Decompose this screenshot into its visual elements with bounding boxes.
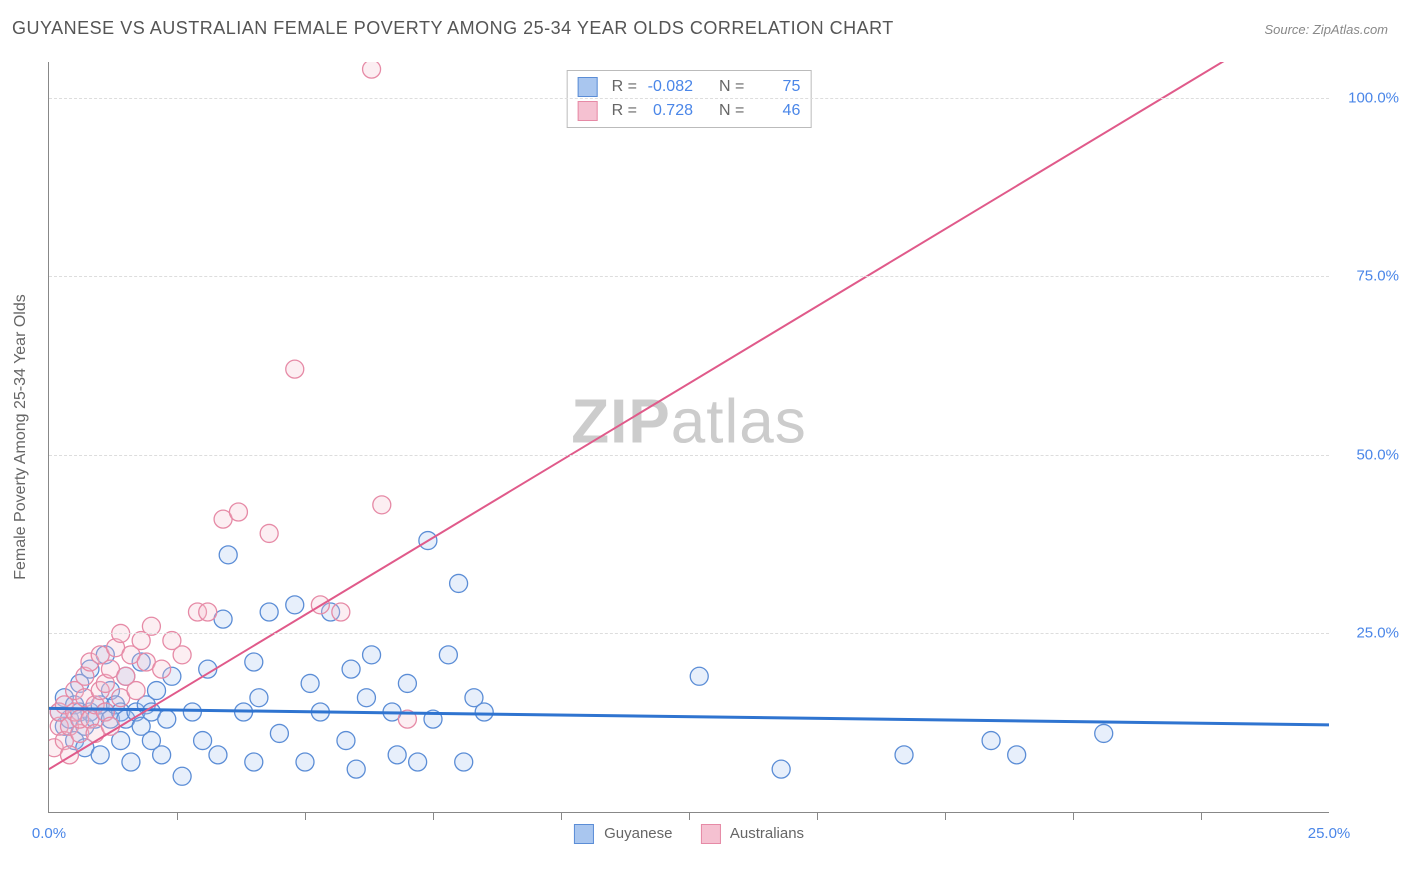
swatch-icon [574,824,594,844]
scatter-point [148,682,166,700]
stats-row: R = 0.728 N = 46 [578,99,801,123]
x-tick-label: 25.0% [1308,825,1351,842]
gridline [49,276,1329,277]
scatter-point [199,603,217,621]
x-tick [305,812,306,820]
stats-n-value: 75 [752,75,800,99]
scatter-point [173,767,191,785]
scatter-point [409,753,427,771]
scatter-point [173,646,191,664]
scatter-point [245,653,263,671]
stats-n-label: N = [719,99,744,123]
scatter-point [286,360,304,378]
scatter-point [388,746,406,764]
chart-title: GUYANESE VS AUSTRALIAN FEMALE POVERTY AM… [12,18,894,39]
x-tick [1073,812,1074,820]
scatter-point [475,703,493,721]
scatter-point [270,724,288,742]
scatter-point [982,732,1000,750]
stats-box: R = -0.082 N = 75 R = 0.728 N = 46 [567,70,812,128]
scatter-point [357,689,375,707]
y-tick-label: 50.0% [1339,446,1399,463]
legend-bottom: Guyanese Australians [574,824,804,844]
legend-label: Australians [730,825,804,842]
scatter-point [286,596,304,614]
stats-n-label: N = [719,75,744,99]
x-tick [689,812,690,820]
y-axis-title: Female Poverty Among 25-34 Year Olds [12,294,30,580]
stats-r-value: 0.728 [645,99,693,123]
plot-area: Female Poverty Among 25-34 Year Olds ZIP… [48,62,1329,813]
x-tick [945,812,946,820]
y-tick-label: 75.0% [1339,268,1399,285]
swatch-icon [578,77,598,97]
x-tick [1201,812,1202,820]
trend-line [49,62,1329,769]
gridline [49,98,1329,99]
swatch-icon [578,101,598,121]
scatter-point [439,646,457,664]
stats-n-value: 46 [752,99,800,123]
scatter-point [1095,724,1113,742]
scatter-point [158,710,176,728]
scatter-point [245,753,263,771]
scatter-point [690,667,708,685]
scatter-point [332,603,350,621]
scatter-point [153,746,171,764]
scatter-point [398,674,416,692]
x-tick [177,812,178,820]
swatch-icon [701,824,721,844]
scatter-point [342,660,360,678]
source-label: Source: ZipAtlas.com [1264,22,1388,37]
scatter-point [229,503,247,521]
x-tick [433,812,434,820]
scatter-point [347,760,365,778]
scatter-point [260,524,278,542]
scatter-point [194,732,212,750]
scatter-point [296,753,314,771]
scatter-point [91,746,109,764]
scatter-point [219,546,237,564]
stats-r-label: R = [612,99,637,123]
scatter-svg [49,62,1329,812]
scatter-point [153,660,171,678]
scatter-point [1008,746,1026,764]
scatter-point [337,732,355,750]
scatter-point [250,689,268,707]
scatter-point [363,62,381,78]
scatter-point [301,674,319,692]
scatter-point [373,496,391,514]
scatter-point [127,682,145,700]
gridline [49,633,1329,634]
stats-row: R = -0.082 N = 75 [578,75,801,99]
legend-item: Australians [701,824,805,844]
scatter-point [455,753,473,771]
legend-label: Guyanese [604,825,672,842]
scatter-point [772,760,790,778]
stats-r-value: -0.082 [645,75,693,99]
scatter-point [209,746,227,764]
x-tick [817,812,818,820]
gridline [49,455,1329,456]
legend-item: Guyanese [574,824,673,844]
scatter-point [260,603,278,621]
scatter-point [363,646,381,664]
scatter-point [450,574,468,592]
scatter-point [122,753,140,771]
stats-r-label: R = [612,75,637,99]
scatter-point [183,703,201,721]
scatter-point [895,746,913,764]
y-tick-label: 100.0% [1339,89,1399,106]
x-tick-label: 0.0% [32,825,66,842]
y-tick-label: 25.0% [1339,625,1399,642]
x-tick [561,812,562,820]
